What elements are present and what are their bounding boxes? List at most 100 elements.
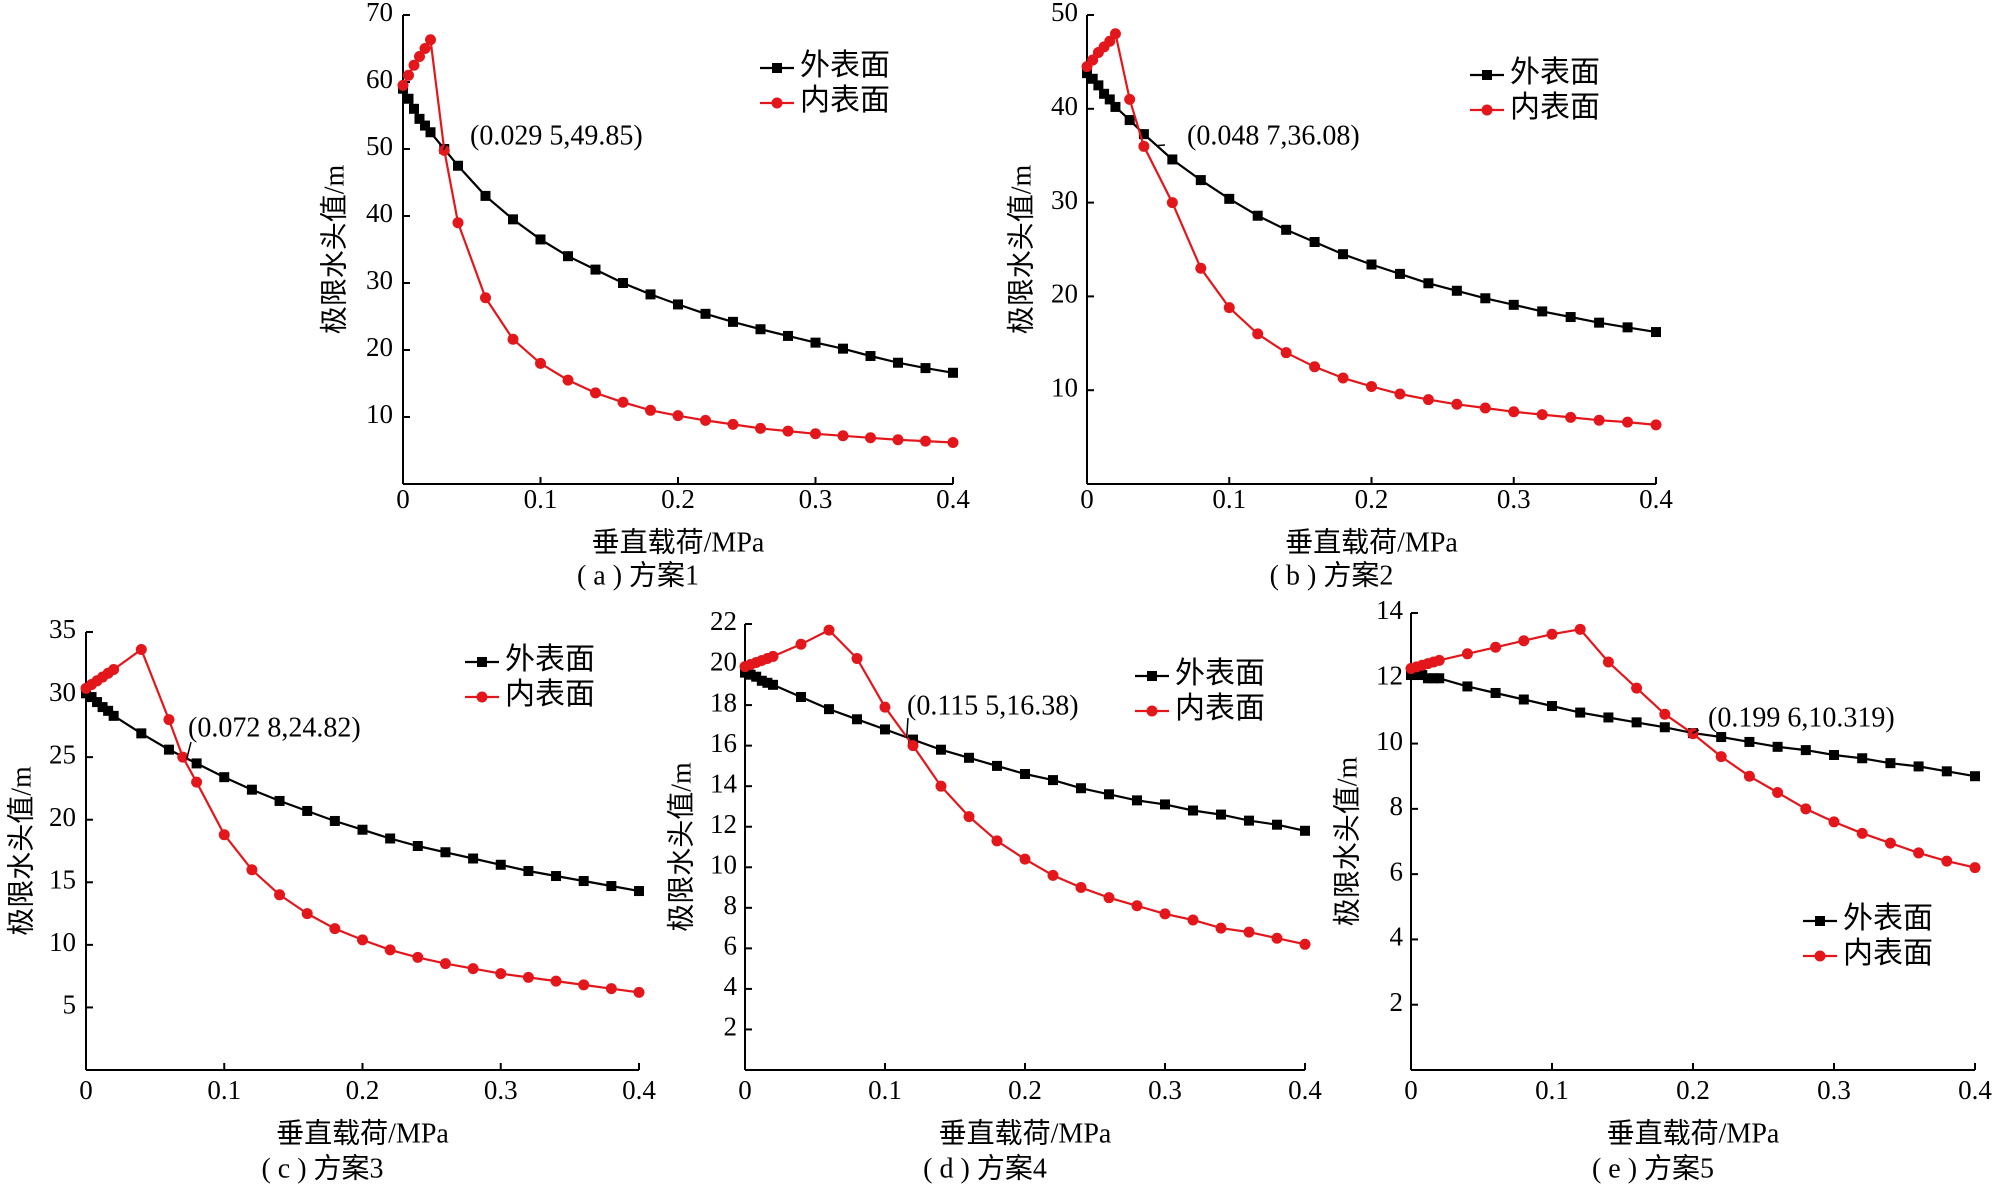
x-tick-label: 0.3: [1497, 484, 1531, 514]
x-tick-label: 0.4: [1958, 1075, 1992, 1105]
data-point: [1715, 751, 1727, 763]
series-outer-surface: [398, 83, 958, 378]
data-point: [177, 751, 189, 763]
data-point: [880, 724, 890, 735]
data-point: [865, 351, 876, 362]
annotation-label: (0.199 6,10.319): [1708, 702, 1895, 733]
annotation-pointer: [1156, 144, 1166, 147]
data-point: [740, 667, 750, 678]
data-point: [590, 387, 601, 399]
panel-caption: ( b ) 方案2: [1270, 559, 1394, 591]
y-tick-label: 22: [710, 606, 737, 636]
data-point: [617, 396, 629, 408]
chart-panel-3: 0 0.1 0.2 0.3 0.4 5 10 15 20 25 30 35 垂直载荷/MPa 极限水头值/…: [5, 614, 656, 1184]
legend-label: 内表面: [505, 678, 595, 711]
x-tick-label: 0: [738, 1075, 752, 1105]
data-point: [1772, 741, 1783, 752]
annotation-label: (0.048 7,36.08): [1187, 120, 1360, 151]
y-tick-label: 8: [724, 890, 738, 920]
data-point: [414, 51, 425, 63]
x-axis-title: 垂直载荷/MPa: [276, 1117, 449, 1149]
data-point: [163, 744, 174, 755]
data-point: [357, 934, 368, 946]
x-tick-label: 0.2: [1355, 484, 1389, 514]
data-point: [1166, 197, 1178, 209]
data-point: [191, 758, 202, 769]
data-point: [810, 428, 821, 440]
data-point: [783, 330, 793, 341]
y-tick-label: 10: [366, 399, 393, 429]
data-point: [302, 805, 313, 816]
y-tick-label: 12: [710, 809, 737, 839]
data-point: [893, 357, 903, 368]
legend-label: 外表面: [800, 49, 890, 82]
legend-label: 外表面: [1843, 902, 1933, 935]
data-point: [1913, 761, 1924, 772]
data-point: [782, 425, 794, 437]
data-point: [1772, 787, 1784, 799]
y-tick-label: 5: [63, 990, 77, 1020]
data-point: [1104, 94, 1115, 105]
data-point: [1969, 862, 1981, 874]
y-tick-label: 35: [49, 614, 76, 644]
x-tick-label: 0: [1404, 1075, 1418, 1105]
data-point: [1252, 210, 1263, 221]
legend-marker: [1482, 70, 1492, 80]
data-point: [1104, 35, 1116, 47]
data-point: [605, 983, 617, 995]
data-point: [301, 908, 313, 920]
x-tick-label: 0.3: [1148, 1075, 1182, 1105]
legend-label: 外表面: [1175, 657, 1265, 690]
data-point: [963, 811, 975, 823]
data-point: [1366, 380, 1377, 392]
data-point: [1687, 728, 1699, 740]
data-point: [618, 278, 628, 288]
annotation-label: (0.115 5,16.38): [907, 690, 1079, 721]
x-axis-title: 垂直载荷/MPa: [939, 1117, 1112, 1149]
x-tick-label: 0.1: [868, 1075, 902, 1105]
data-point: [1195, 175, 1206, 186]
data-point: [550, 975, 562, 987]
y-tick-label: 40: [366, 198, 393, 228]
data-point: [700, 414, 711, 426]
series-inner-surface: [1405, 623, 1981, 874]
series-outer-surface: [740, 667, 1310, 836]
y-tick-label: 10: [1051, 372, 1078, 402]
data-point: [673, 299, 683, 310]
data-point: [645, 289, 656, 300]
data-point: [1244, 815, 1254, 826]
chart-panel-4: 0 0.1 0.2 0.3 0.4 2 4 6 8 10 12 14 16 18 20 22 垂直载荷/MPa 极…: [665, 606, 1322, 1184]
data-point: [1366, 259, 1377, 270]
data-point: [700, 308, 711, 319]
data-point: [1829, 749, 1839, 760]
data-point: [1651, 327, 1661, 338]
data-point: [1271, 932, 1283, 944]
y-tick-label: 14: [710, 768, 738, 798]
data-point: [1828, 816, 1840, 828]
data-point: [796, 691, 806, 702]
data-point: [1856, 827, 1868, 839]
x-tick-label: 0.4: [936, 484, 970, 514]
data-point: [412, 840, 423, 851]
chart-panel-5: 0 0.1 0.2 0.3 0.4 2 4 6 8 10 12 14 垂直载荷/MPa 极限水头值/m ( …: [1331, 595, 1992, 1184]
data-point: [838, 343, 848, 354]
legend-marker: [772, 63, 782, 73]
y-tick-label: 10: [1376, 726, 1403, 756]
data-point: [408, 59, 420, 71]
y-tick-label: 20: [49, 802, 76, 832]
data-point: [1109, 28, 1121, 40]
data-point: [810, 337, 821, 348]
data-point: [246, 864, 258, 876]
data-point: [522, 971, 534, 983]
data-point: [1537, 306, 1548, 317]
data-point: [1434, 673, 1445, 684]
data-point: [745, 669, 756, 680]
data-point: [92, 697, 103, 708]
data-point: [480, 292, 491, 304]
x-axis-title: 垂直载荷/MPa: [592, 526, 765, 558]
data-point: [1167, 154, 1178, 165]
data-point: [219, 772, 230, 783]
data-point: [523, 866, 534, 877]
data-point: [425, 34, 436, 46]
y-tick-label: 30: [1051, 185, 1078, 215]
